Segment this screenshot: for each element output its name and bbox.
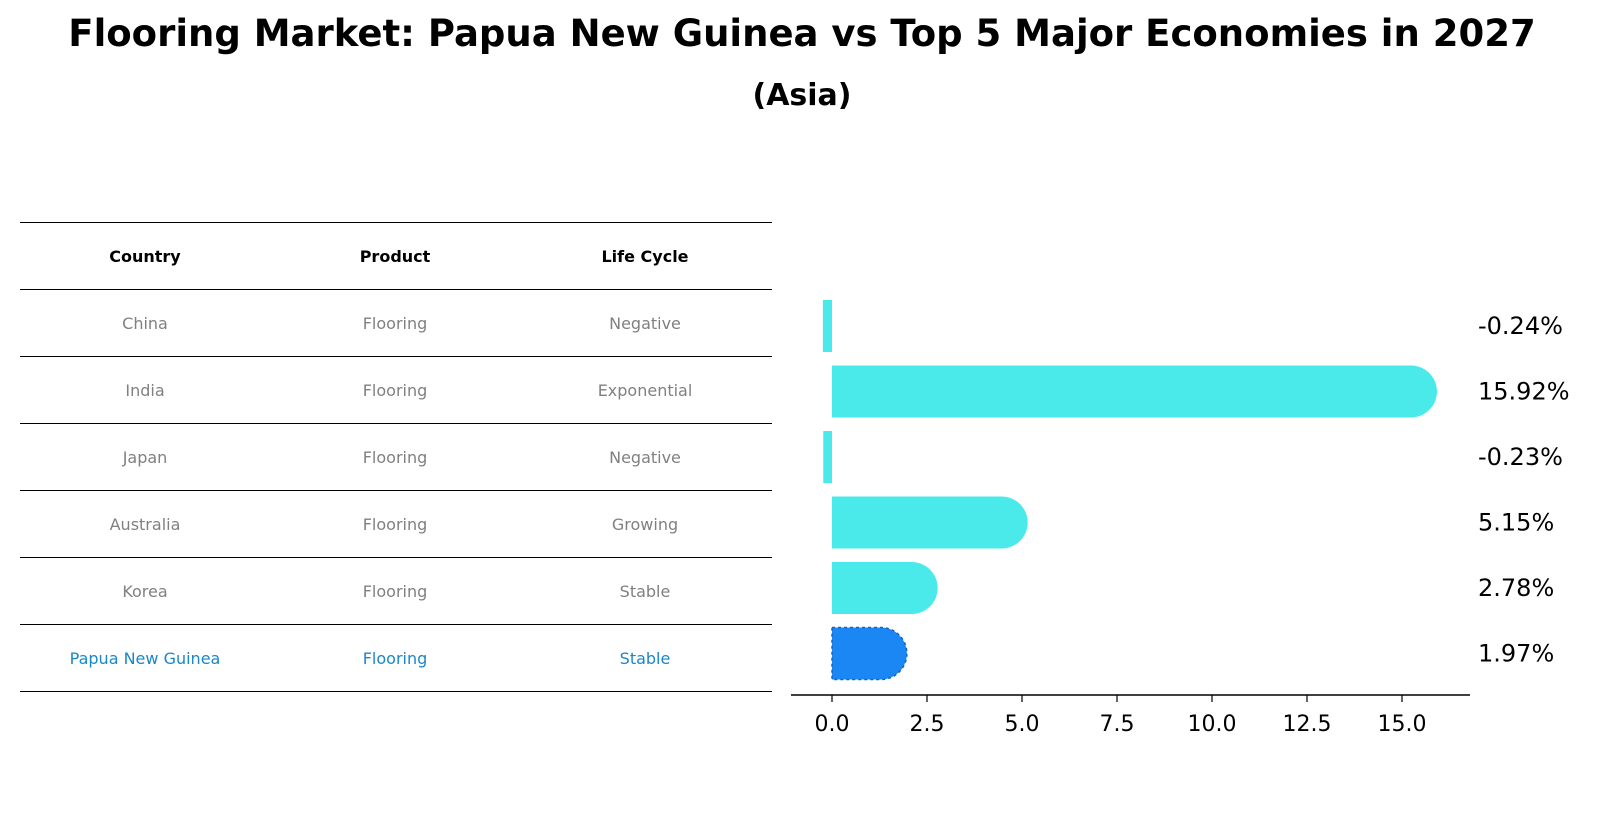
bar-india bbox=[832, 365, 1437, 418]
cell-country: Papua New Guinea bbox=[69, 648, 221, 668]
table-row: India Flooring Exponential bbox=[20, 357, 772, 424]
header-product: Product bbox=[359, 246, 431, 266]
data-label: 5.15% bbox=[1478, 509, 1554, 537]
cell-country: Japan bbox=[122, 447, 168, 467]
cell-life-cycle: Exponential bbox=[597, 380, 693, 400]
cell-country: China bbox=[122, 313, 168, 333]
x-tick-label: 5.0 bbox=[1005, 712, 1040, 737]
cell-product: Flooring bbox=[362, 447, 428, 467]
table-row: Australia Flooring Growing bbox=[20, 491, 772, 558]
cell-product: Flooring bbox=[362, 581, 428, 601]
table-row: Korea Flooring Stable bbox=[20, 558, 772, 625]
x-tick-label: 0.0 bbox=[815, 712, 850, 737]
table-row: Japan Flooring Negative bbox=[20, 424, 772, 491]
chart-subtitle: (Asia) bbox=[752, 78, 852, 113]
data-label: -0.23% bbox=[1478, 443, 1563, 471]
bar-china bbox=[822, 300, 832, 352]
data-label: 2.78% bbox=[1478, 574, 1554, 602]
x-tick-label: 10.0 bbox=[1188, 712, 1237, 737]
cell-product: Flooring bbox=[362, 648, 428, 668]
table-header-row: Country Product Life Cycle bbox=[20, 223, 772, 290]
cell-life-cycle: Stable bbox=[619, 581, 671, 601]
header-country: Country bbox=[109, 246, 181, 266]
header-life-cycle: Life Cycle bbox=[601, 246, 689, 266]
chart-title: Flooring Market: Papua New Guinea vs Top… bbox=[68, 12, 1536, 55]
cell-life-cycle: Negative bbox=[609, 313, 681, 333]
x-tick-label: 7.5 bbox=[1100, 712, 1135, 737]
data-table: Country Product Life Cycle China Floorin… bbox=[20, 222, 772, 692]
cell-country: India bbox=[125, 380, 165, 400]
table-row-highlight: Papua New Guinea Flooring Stable bbox=[20, 625, 772, 692]
cell-life-cycle: Stable bbox=[619, 648, 671, 668]
x-tick-label: 2.5 bbox=[910, 712, 945, 737]
cell-country: Korea bbox=[122, 581, 168, 601]
table-row: China Flooring Negative bbox=[20, 290, 772, 357]
data-label: 15.92% bbox=[1478, 378, 1570, 406]
cell-product: Flooring bbox=[362, 380, 428, 400]
cell-life-cycle: Growing bbox=[611, 514, 679, 534]
cell-country: Australia bbox=[109, 514, 181, 534]
data-label: -0.24% bbox=[1478, 312, 1563, 340]
x-tick-label: 15.0 bbox=[1378, 712, 1427, 737]
bar-australia bbox=[832, 496, 1028, 549]
cell-product: Flooring bbox=[362, 514, 428, 534]
x-tick-label: 12.5 bbox=[1283, 712, 1332, 737]
cell-life-cycle: Negative bbox=[609, 447, 681, 467]
bar-papua-new-guinea bbox=[831, 626, 908, 681]
bar-japan bbox=[823, 431, 832, 483]
cell-product: Flooring bbox=[362, 313, 428, 333]
data-label: 1.97% bbox=[1478, 640, 1554, 668]
bar-korea bbox=[832, 562, 938, 614]
